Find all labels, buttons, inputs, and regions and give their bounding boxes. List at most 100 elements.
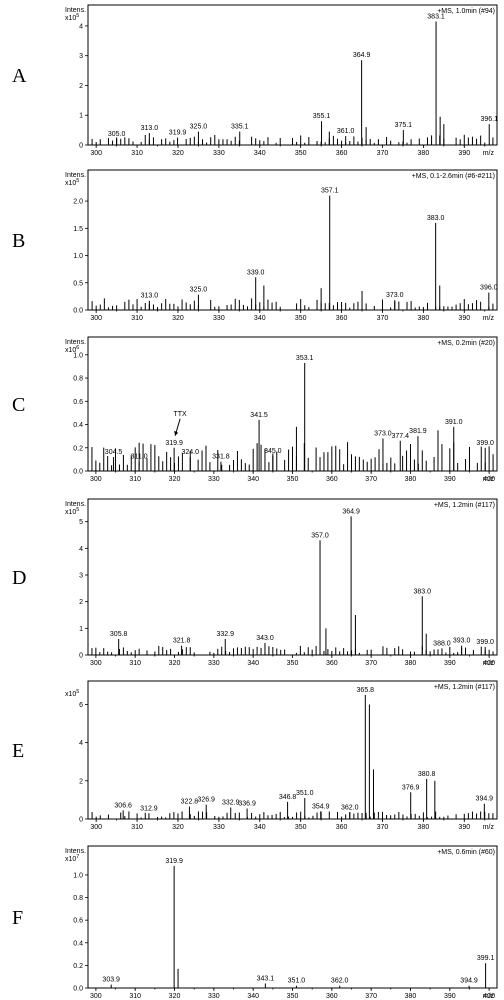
y-tick-label: 0.4 (73, 940, 83, 947)
y-axis-title: Intens. (65, 501, 86, 508)
panel-letter: F (12, 907, 23, 929)
x-axis-label: m/z (483, 993, 495, 1000)
x-tick-label: 390 (444, 660, 456, 667)
plot-frame (87, 498, 498, 656)
y-tick-label: 1.0 (73, 253, 83, 260)
y-tick-label: 0.0 (73, 986, 83, 993)
peak-label: 351.0 (296, 790, 314, 797)
peak-label: 304.5 (105, 449, 123, 456)
x-tick-label: 310 (131, 315, 143, 322)
peak-label: 343.0 (256, 635, 274, 642)
y-tick-label: 0.0 (73, 308, 83, 315)
peak-label: 336.9 (238, 801, 256, 808)
y-tick-label: 6 (79, 702, 83, 709)
peak-label: 373.0 (386, 292, 404, 299)
x-tick-label: 300 (90, 993, 102, 1000)
peak-label: 321.8 (173, 638, 191, 645)
panel-letter: A (12, 65, 27, 87)
x-tick-label: 340 (254, 824, 266, 831)
y-tick-label: 0.6 (73, 399, 83, 406)
x-tick-label: 340 (247, 476, 259, 483)
peak-label: 399.0 (476, 440, 494, 447)
y-tick-label: 2 (79, 599, 83, 606)
y-axis-scale: x107 (65, 854, 79, 863)
peak-label: 311.0 (131, 454, 148, 461)
x-tick-label: 320 (169, 660, 181, 667)
peak-label: 346.8 (279, 794, 297, 801)
y-axis-title: Intens. (65, 848, 86, 855)
peak-label: 377.4 (391, 433, 409, 440)
x-tick-label: 310 (129, 993, 141, 1000)
y-tick-label: 0.2 (73, 445, 83, 452)
x-tick-label: 350 (287, 993, 299, 1000)
y-axis-title: Intens. (65, 172, 86, 179)
peak-label: 319.9 (169, 130, 187, 137)
x-tick-label: 350 (295, 824, 307, 831)
y-axis-scale-exponent: 5 (76, 13, 79, 19)
x-tick-label: 400 (483, 993, 495, 1000)
x-tick-label: 330 (213, 824, 225, 831)
x-tick-label: 310 (129, 476, 141, 483)
x-tick-label: 390 (444, 476, 456, 483)
y-tick-label: 5 (79, 519, 83, 526)
x-tick-label: 320 (172, 824, 184, 831)
x-tick-label: 300 (90, 150, 102, 157)
peak-label: 399.1 (477, 955, 495, 962)
x-tick-label: 330 (208, 476, 220, 483)
x-tick-label: 380 (405, 660, 417, 667)
y-axis-scale-exponent: 5 (76, 178, 79, 184)
y-tick-label: 4 (79, 23, 83, 30)
x-axis-label: m/z (483, 150, 495, 157)
y-axis-scale-exponent: 5 (76, 507, 79, 513)
peak-label: 319.9 (165, 858, 183, 865)
peak-label: 394.9 (476, 796, 494, 803)
x-tick-label: 360 (336, 150, 348, 157)
x-tick-label: 330 (213, 150, 225, 157)
acquisition-header: +MS, 1.2min (#117) (434, 684, 495, 691)
x-axis-label: m/z (483, 660, 495, 667)
peak-label: 381.9 (409, 428, 427, 435)
y-tick-label: 0.2 (73, 963, 83, 970)
x-tick-label: 370 (377, 150, 389, 157)
panel-letter: C (12, 394, 25, 416)
x-tick-label: 340 (247, 993, 259, 1000)
peak-label: 394.9 (460, 978, 478, 985)
y-tick-label: 3 (79, 573, 83, 580)
x-tick-label: 310 (129, 660, 141, 667)
x-tick-label: 350 (287, 660, 299, 667)
peak-label: 373.0 (374, 430, 392, 437)
peak-label: 383.0 (414, 588, 432, 595)
x-tick-label: 300 (90, 315, 102, 322)
peak-label: 331.8 (212, 454, 230, 461)
peak-label: 313.0 (141, 293, 159, 300)
peak-label: 375.1 (395, 122, 413, 129)
peak-label: 362.0 (341, 804, 359, 811)
x-tick-label: 330 (208, 660, 220, 667)
plot-frame (87, 169, 498, 311)
y-tick-label: 1.0 (73, 872, 83, 879)
peak-label: 364.9 (342, 508, 360, 515)
peak-label: 326.9 (197, 797, 215, 804)
y-tick-label: 1 (79, 113, 83, 120)
x-tick-label: 340 (254, 315, 266, 322)
y-tick-label: 2.0 (73, 199, 83, 206)
y-tick-label: 4 (79, 546, 83, 553)
x-tick-label: 320 (172, 315, 184, 322)
y-tick-label: 2 (79, 778, 83, 785)
peak-label: 343.1 (257, 975, 275, 982)
y-axis-scale-exponent: 6 (76, 345, 79, 351)
y-tick-label: 3 (79, 53, 83, 60)
y-axis-title: Intens. (65, 339, 86, 346)
y-axis-scale: x105 (65, 507, 79, 516)
y-tick-label: 1 (79, 626, 83, 633)
spectrum-panel-c: C +MS, 0.2min (#20) Intens.x106 0.0 0.2 0.4 0.… (12, 336, 498, 483)
y-tick-label: 4 (79, 740, 83, 747)
peak-label: 305.8 (110, 631, 128, 638)
peak-label: 393.0 (453, 638, 471, 645)
x-axis-label: m/z (483, 824, 495, 831)
y-tick-label: 0.4 (73, 422, 83, 429)
panel-letter: E (12, 740, 24, 762)
y-axis-scale: x106 (65, 345, 79, 354)
peak-label: 325.0 (190, 124, 208, 131)
spectrum-panel-e: E +MS, 1.2min (#117) x105 0 2 4 6 300 310 320 330 3… (12, 680, 498, 831)
